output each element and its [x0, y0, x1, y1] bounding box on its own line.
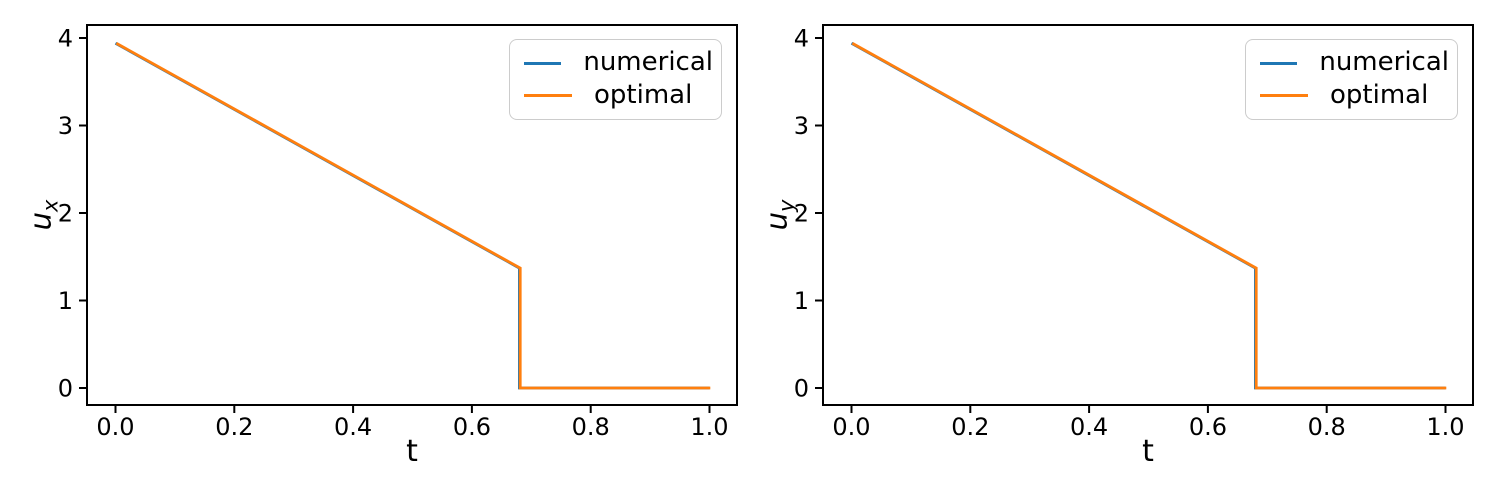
chart-uy: 0.0 0.2 0.4 0.6 0.8 1.0 0 1 2 3 4 uy t numerical o… [736, 0, 1500, 500]
y-axis-label-sub: x [38, 199, 63, 212]
series-line-optimal [115, 42, 711, 390]
legend-item-numerical: numerical [518, 49, 713, 76]
axes-spines [86, 24, 738, 406]
x-axis-label-t: t [1142, 434, 1154, 469]
y-axis-label-sub: y [774, 199, 799, 212]
y-axis-label-base: u [759, 211, 794, 231]
x-tick-label: 0.2 [951, 413, 989, 441]
y-tick-label: 3 [794, 112, 809, 140]
legend-label-optimal: optimal [594, 80, 693, 111]
legend-uy: numerical optimal [1245, 39, 1458, 120]
x-tick-label: 0.8 [572, 413, 610, 441]
x-tick-label: 0.6 [453, 413, 491, 441]
legend-line-numerical-icon [524, 61, 562, 65]
y-tick-label: 1 [794, 287, 809, 315]
y-tick-label: 4 [794, 25, 809, 53]
x-tick-label: 0.4 [334, 413, 372, 441]
legend-line-numerical-icon [1260, 61, 1298, 65]
legend-line-optimal-icon [1260, 94, 1308, 98]
plot-area-uy: 0.0 0.2 0.4 0.6 0.8 1.0 0 1 2 3 4 [794, 24, 1474, 441]
legend-label-numerical: numerical [1319, 47, 1449, 78]
legend-label-numerical: numerical [583, 47, 713, 78]
legend-label-optimal: optimal [1330, 80, 1429, 111]
x-tick-label: 1.0 [690, 413, 728, 441]
x-tick-label: 0.4 [1070, 413, 1108, 441]
y-tick-label: 3 [58, 112, 73, 140]
x-tick-label: 0.0 [96, 413, 134, 441]
y-tick-label: 0 [794, 375, 809, 403]
plot-area-ux: 0.0 0.2 0.4 0.6 0.8 1.0 0 1 2 3 4 [58, 24, 738, 441]
y-tick-label: 2 [58, 200, 73, 228]
chart-ux: 0.0 0.2 0.4 0.6 0.8 1.0 0 1 2 3 4 ux t numerical o… [23, 24, 738, 469]
x-axis-label-t: t [406, 434, 418, 469]
y-axis-label-uy: uy [759, 199, 799, 231]
x-tick-label: 0.6 [1189, 413, 1227, 441]
legend-item-optimal: optimal [518, 80, 713, 111]
series-line-optimal [851, 42, 1447, 390]
x-tick-label: 1.0 [1426, 413, 1464, 441]
y-tick-label: 1 [58, 287, 73, 315]
y-tick-label: 0 [58, 375, 73, 403]
legend-ux: numerical optimal [509, 39, 722, 120]
x-tick-label: 0.2 [215, 413, 253, 441]
legend-item-optimal: optimal [1254, 80, 1449, 111]
legend-item-numerical: numerical [1254, 49, 1449, 76]
legend-line-optimal-icon [524, 94, 572, 98]
y-axis-label-ux: ux [23, 199, 63, 231]
x-tick-label: 0.8 [1308, 413, 1346, 441]
y-tick-label: 2 [794, 200, 809, 228]
y-tick-label: 4 [58, 25, 73, 53]
axes-spines [822, 24, 1474, 406]
x-tick-label: 0.0 [832, 413, 870, 441]
y-axis-label-base: u [23, 211, 58, 231]
